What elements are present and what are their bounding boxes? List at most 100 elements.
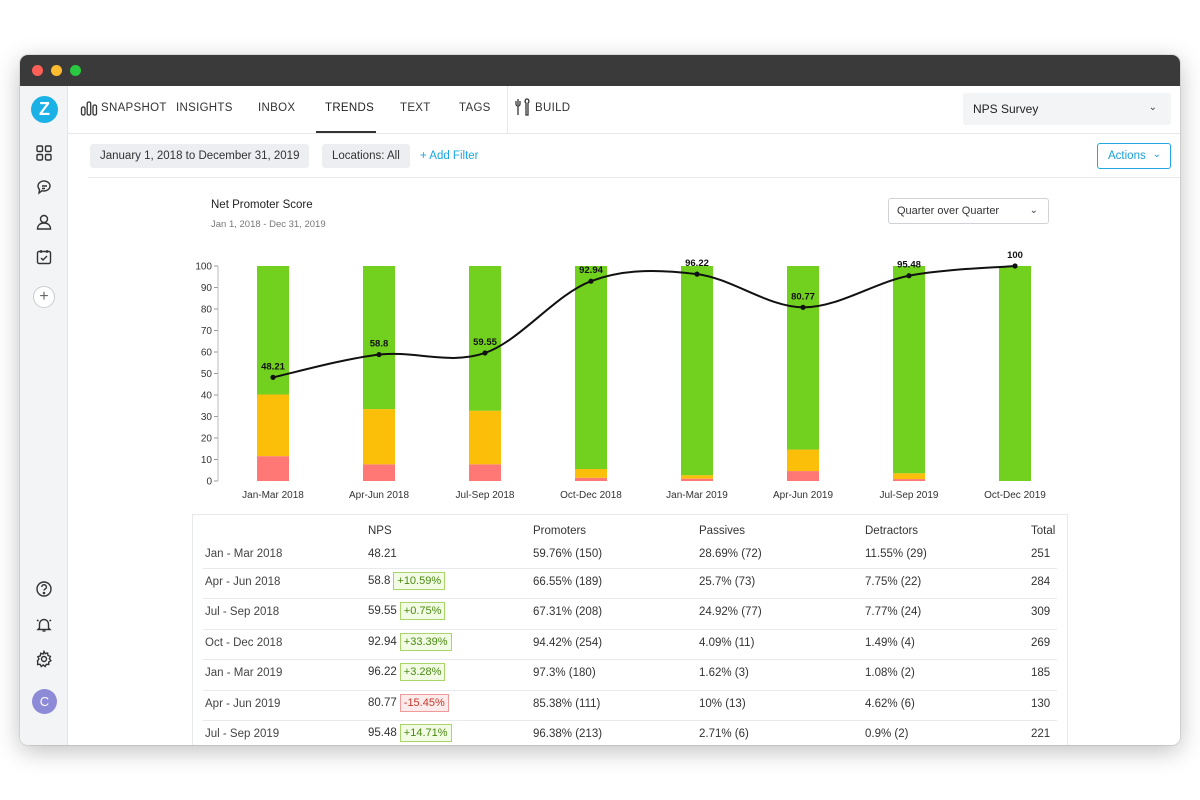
table-header-total[interactable]: Total (1031, 525, 1056, 537)
close-window-button[interactable] (32, 65, 43, 76)
maximize-window-button[interactable] (70, 65, 81, 76)
nav-snapshot[interactable]: SNAPSHOT (101, 102, 167, 114)
promoters-value: 85.38% (111) (533, 698, 600, 710)
comparison-selector[interactable]: Quarter over Quarter ⌄ (888, 198, 1049, 224)
nps-point[interactable] (588, 278, 594, 284)
locations-filter[interactable]: Locations: All (322, 144, 410, 168)
nps-point[interactable] (482, 350, 488, 356)
row-label-text: Jul - Sep 2019 (205, 728, 280, 740)
chat-icon[interactable] (32, 175, 56, 199)
nps-value: 95.48 +14.71% (368, 724, 452, 742)
nav-tags[interactable]: TAGS (459, 102, 491, 114)
detractors-value: 7.75% (22) (865, 576, 921, 588)
promoters-bar[interactable] (575, 266, 607, 470)
passives-bar[interactable] (893, 473, 925, 480)
table-header-promoters[interactable]: Promoters (533, 525, 587, 537)
app-logo[interactable]: Z (31, 96, 58, 123)
detractors-bar[interactable] (257, 456, 289, 481)
detractors-bar[interactable] (681, 478, 713, 481)
table-row[interactable]: Jan - Mar 2019 96.22 +3.28% 97.3% (180) 1.62… (193, 663, 1067, 689)
nav-text[interactable]: TEXT (400, 102, 431, 114)
nps-point[interactable] (270, 374, 276, 380)
promoters-value: 59.76% (150) (533, 548, 602, 560)
nps-point[interactable] (694, 271, 700, 277)
row-label: Apr - Jun 2018 (205, 576, 280, 588)
grid-icon[interactable] (32, 141, 56, 165)
bell-icon[interactable] (32, 612, 56, 636)
table-header-detractors[interactable]: Detractors (865, 525, 919, 537)
promoters-bar[interactable] (257, 266, 289, 395)
promoters-value: 97.3% (180) (533, 667, 596, 679)
detractors-value-text: 0.9% (2) (865, 728, 909, 740)
nps-value-text: 95.48 (368, 727, 397, 739)
table-row[interactable]: Apr - Jun 2019 80.77 -15.45% 85.38% (111) 10… (193, 694, 1067, 720)
minimize-window-button[interactable] (51, 65, 62, 76)
nav-build[interactable]: BUILD (535, 102, 571, 114)
passives-bar[interactable] (575, 469, 607, 478)
help-icon[interactable] (32, 577, 56, 601)
passives-bar[interactable] (469, 410, 501, 465)
nps-change-badge: +33.39% (399, 633, 452, 651)
gear-icon[interactable] (32, 647, 56, 671)
passives-bar[interactable] (681, 475, 713, 479)
table-row[interactable]: Jan - Mar 2018 48.21 59.76% (150) 28.69% (7… (193, 548, 1067, 570)
table-row[interactable]: Apr - Jun 2018 58.8 +10.59% 66.55% (189) 25.… (193, 572, 1067, 598)
detractors-bar[interactable] (893, 479, 925, 481)
nps-value: 59.55 +0.75% (368, 602, 446, 620)
promoters-bar[interactable] (999, 266, 1031, 481)
survey-selector[interactable]: NPS Survey ⌄ (963, 93, 1171, 125)
table-row[interactable]: Jul - Sep 2019 95.48 +14.71% 96.38% (213) 2.… (193, 724, 1067, 745)
passives-value: 1.62% (3) (699, 667, 749, 679)
passives-bar[interactable] (257, 394, 289, 457)
actions-button[interactable]: Actions ⌄ (1097, 143, 1171, 169)
promoters-value: 66.55% (189) (533, 576, 602, 588)
nps-point[interactable] (800, 304, 806, 310)
chevron-down-icon: ⌄ (1029, 205, 1038, 216)
table-row[interactable]: Jul - Sep 2018 59.55 +0.75% 67.31% (208) 24.… (193, 602, 1067, 628)
detractors-bar[interactable] (469, 464, 501, 481)
add-button[interactable]: + (33, 286, 55, 308)
chart-subtitle: Jan 1, 2018 - Dec 31, 2019 (211, 219, 326, 230)
nav-insights[interactable]: INSIGHTS (176, 102, 233, 114)
promoters-bar[interactable] (469, 266, 501, 411)
y-tick-label: 40 (201, 391, 213, 402)
table-row[interactable]: Oct - Dec 2018 92.94 +33.39% 94.42% (254) 4.… (193, 633, 1067, 659)
promoters-bar[interactable] (893, 266, 925, 474)
y-tick-label: 20 (201, 434, 213, 445)
user-icon[interactable] (32, 210, 56, 234)
nps-point[interactable] (906, 273, 912, 279)
nav-inbox[interactable]: INBOX (258, 102, 296, 114)
nps-point[interactable] (376, 351, 382, 358)
promoters-bar[interactable] (363, 266, 395, 410)
row-label-text: Oct - Dec 2018 (205, 637, 283, 649)
passives-value-text: 2.71% (6) (699, 728, 749, 740)
nav-trends[interactable]: TRENDS (325, 102, 375, 114)
nps-data-label: 96.22 (685, 258, 709, 269)
promoters-bar[interactable] (787, 266, 819, 450)
detractors-value-text: 4.62% (6) (865, 698, 915, 710)
passives-value: 10% (13) (699, 698, 746, 710)
calendar-check-icon[interactable] (32, 245, 56, 269)
y-tick-label: 80 (201, 305, 213, 316)
total-value: 130 (1031, 698, 1050, 710)
nps-data-label: 92.94 (579, 265, 603, 276)
x-tick-label: Jan-Mar 2019 (666, 490, 728, 501)
passives-value-text: 25.7% (73) (699, 576, 756, 588)
table-header-nps[interactable]: NPS (368, 525, 392, 537)
y-tick-label: 10 (201, 455, 213, 466)
detractors-value: 1.49% (4) (865, 637, 915, 649)
date-range-filter[interactable]: January 1, 2018 to December 31, 2019 (90, 144, 310, 168)
avatar[interactable]: C (32, 689, 57, 714)
table-header-passives[interactable]: Passives (699, 525, 746, 537)
add-filter-link[interactable]: + Add Filter (420, 150, 479, 162)
nps-point[interactable] (1012, 263, 1018, 269)
passives-bar[interactable] (363, 409, 395, 465)
total-value-text: 284 (1031, 576, 1051, 588)
passives-bar[interactable] (787, 449, 819, 472)
detractors-bar[interactable] (575, 477, 607, 481)
detractors-bar[interactable] (363, 464, 395, 481)
detractors-bar[interactable] (787, 471, 819, 481)
row-label: Oct - Dec 2018 (205, 637, 282, 649)
promoters-bar[interactable] (681, 266, 713, 476)
x-tick-label: Oct-Dec 2019 (984, 490, 1046, 501)
